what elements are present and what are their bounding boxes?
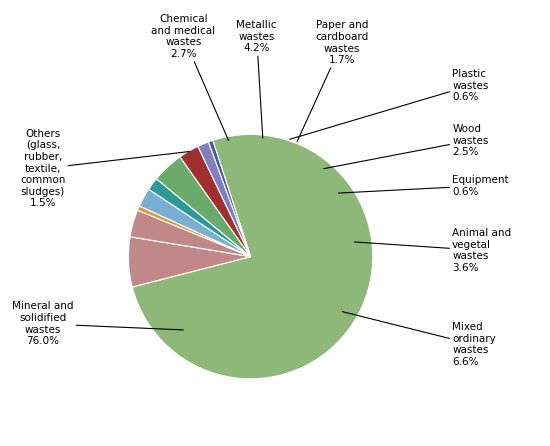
Wedge shape: [148, 179, 251, 256]
Text: Plastic
wastes
0.6%: Plastic wastes 0.6%: [290, 69, 488, 139]
Text: Paper and
cardboard
wastes
1.7%: Paper and cardboard wastes 1.7%: [297, 21, 369, 142]
Wedge shape: [139, 189, 251, 256]
Wedge shape: [208, 140, 251, 256]
Wedge shape: [180, 146, 251, 256]
Wedge shape: [138, 206, 251, 256]
Wedge shape: [130, 210, 251, 256]
Wedge shape: [132, 134, 373, 379]
Text: Wood
wastes
2.5%: Wood wastes 2.5%: [324, 124, 488, 169]
Text: Metallic
wastes
4.2%: Metallic wastes 4.2%: [236, 20, 277, 138]
Text: Animal and
vegetal
wastes
3.6%: Animal and vegetal wastes 3.6%: [354, 228, 512, 273]
Wedge shape: [156, 157, 251, 256]
Wedge shape: [198, 142, 251, 256]
Text: Chemical
and medical
wastes
2.7%: Chemical and medical wastes 2.7%: [151, 14, 229, 140]
Text: Mineral and
solidified
wastes
76.0%: Mineral and solidified wastes 76.0%: [12, 301, 183, 346]
Text: Equipment
0.6%: Equipment 0.6%: [339, 175, 509, 197]
Text: Others
(glass,
rubber,
textile,
common
sludges)
1.5%: Others (glass, rubber, textile, common s…: [20, 129, 189, 208]
Text: Mixed
ordinary
wastes
6.6%: Mixed ordinary wastes 6.6%: [342, 312, 496, 367]
Wedge shape: [128, 237, 251, 287]
